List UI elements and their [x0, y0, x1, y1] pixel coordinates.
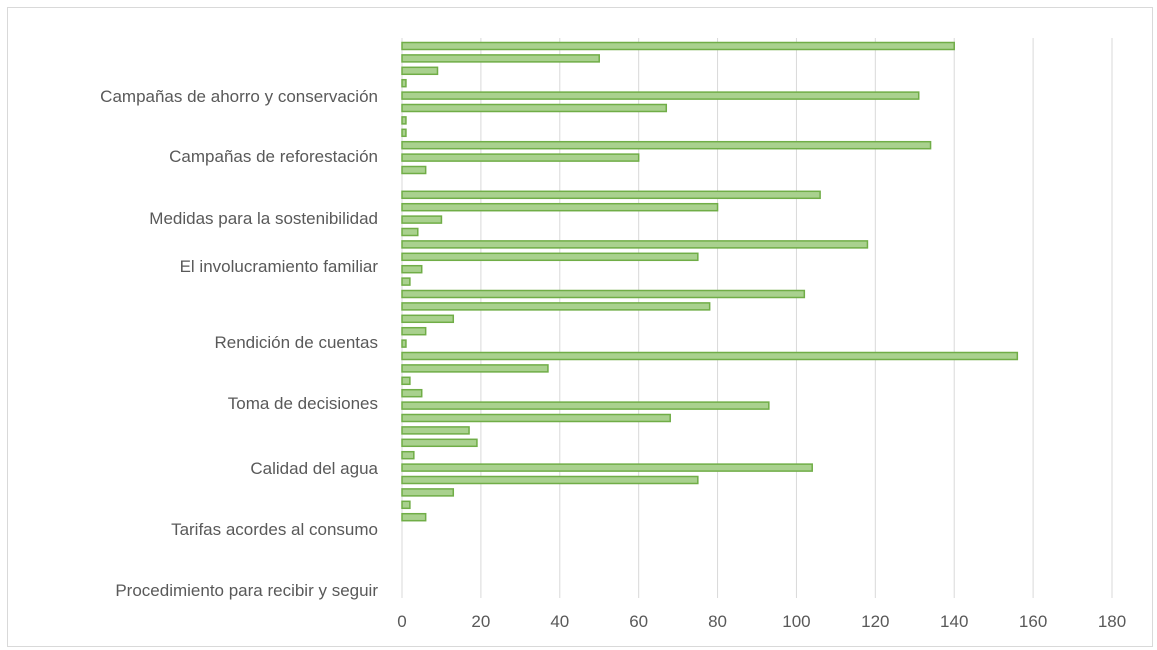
bar [401, 413, 671, 423]
category-label: Medidas para la sostenibilidad [149, 209, 378, 228]
category-label: Calidad del agua [250, 459, 378, 478]
bar [401, 364, 549, 373]
gridlines [401, 38, 1113, 598]
bar [401, 252, 699, 262]
bar [401, 78, 407, 88]
bar [401, 153, 640, 162]
bar [401, 376, 411, 386]
bar [401, 116, 407, 125]
bar [401, 140, 932, 150]
x-tick-label: 60 [629, 612, 648, 631]
bar [401, 401, 770, 410]
x-tick-label: 0 [397, 612, 406, 631]
category-label: Rendición de cuentas [214, 333, 378, 352]
bar [401, 54, 600, 63]
bar [401, 165, 427, 175]
bar [401, 240, 869, 249]
bar [401, 500, 411, 510]
bar [401, 488, 455, 497]
bar [401, 264, 423, 274]
category-label: Procedimiento para recibir y seguir [115, 581, 378, 600]
x-tick-label: 140 [940, 612, 968, 631]
bar [401, 66, 439, 76]
bars [401, 41, 1019, 522]
bar [401, 128, 407, 138]
x-tick-label: 120 [861, 612, 889, 631]
bar [401, 351, 1019, 361]
category-label: El involucramiento familiar [180, 257, 379, 276]
bar [401, 190, 821, 200]
x-tick-label: 180 [1098, 612, 1126, 631]
bar [401, 339, 407, 348]
category-label: Campañas de reforestación [169, 147, 378, 166]
bar [401, 41, 955, 51]
bar [401, 91, 920, 100]
bar [401, 277, 411, 286]
bar [401, 215, 443, 224]
category-label: Campañas de ahorro y conservación [100, 87, 378, 106]
bar [401, 426, 470, 435]
category-label: Toma de decisiones [228, 394, 378, 413]
bar [401, 450, 415, 460]
bar [401, 388, 423, 398]
x-tick-label: 80 [708, 612, 727, 631]
bar [401, 463, 813, 472]
bar [401, 512, 427, 522]
bar [401, 289, 806, 299]
x-tick-label: 40 [550, 612, 569, 631]
bar-chart: 0 20 40 60 80 100 120 140 160 180 Campañas de aho… [100, 38, 1126, 631]
x-tick-label: 100 [782, 612, 810, 631]
bar [401, 103, 668, 113]
x-axis: 0 20 40 60 80 100 120 140 160 180 [397, 612, 1126, 631]
bar [401, 302, 711, 311]
x-tick-label: 160 [1019, 612, 1047, 631]
chart-area: 0 20 40 60 80 100 120 140 160 180 Campañas de aho… [7, 7, 1153, 647]
bar [401, 202, 719, 212]
bar [401, 314, 455, 324]
bar [401, 438, 478, 448]
category-labels: Campañas de ahorro y conservación Campaña… [100, 87, 378, 600]
bar [401, 326, 427, 336]
bar [401, 227, 419, 237]
category-label: Tarifas acordes al consumo [171, 520, 378, 539]
bar [401, 475, 699, 485]
x-tick-label: 20 [471, 612, 490, 631]
